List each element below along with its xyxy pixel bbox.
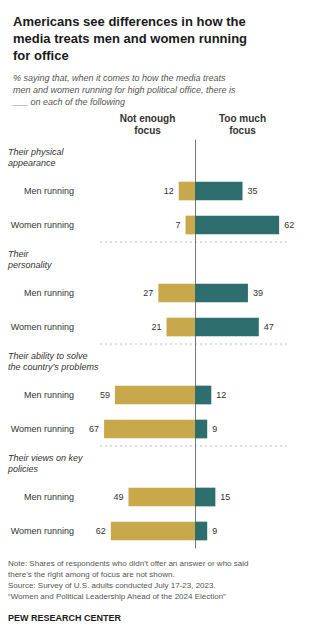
svg-text:15: 15	[220, 492, 230, 502]
svg-text:Not enough: Not enough	[120, 113, 176, 124]
svg-text:policies: policies	[7, 464, 39, 474]
svg-text:Women running: Women running	[11, 526, 74, 536]
svg-text:47: 47	[264, 322, 274, 332]
svg-text:9: 9	[212, 526, 217, 536]
svg-text:focus: focus	[229, 125, 256, 136]
svg-text:62: 62	[96, 526, 106, 536]
svg-text:62: 62	[284, 220, 294, 230]
svg-text:Americans see differences in h: Americans see differences in how the	[13, 14, 246, 29]
svg-text:PEW RESEARCH CENTER: PEW RESEARCH CENTER	[8, 613, 122, 623]
svg-text:“Women and Political Leadershi: “Women and Political Leadership Ahead of…	[8, 592, 226, 601]
svg-text:Women running: Women running	[11, 322, 74, 332]
svg-text:35: 35	[248, 186, 258, 196]
svg-text:for office: for office	[13, 48, 69, 63]
svg-text:21: 21	[151, 322, 161, 332]
svg-text:personality: personality	[7, 260, 52, 270]
svg-text:Men running: Men running	[24, 390, 74, 400]
svg-text:Source: Survey of U.S. adults: Source: Survey of U.S. adults conducted …	[8, 581, 216, 590]
svg-text:Their views on key: Their views on key	[8, 453, 83, 463]
svg-text:Too much: Too much	[219, 113, 266, 124]
svg-text:appearance: appearance	[8, 158, 56, 168]
svg-text:9: 9	[212, 424, 217, 434]
svg-text:Men running: Men running	[24, 186, 74, 196]
svg-text:12: 12	[216, 390, 226, 400]
svg-text:27: 27	[143, 288, 153, 298]
svg-text:12: 12	[164, 186, 174, 196]
svg-text:there’s the right among of foc: there’s the right among of focus are not…	[8, 570, 175, 579]
svg-text:39: 39	[253, 288, 263, 298]
svg-text:67: 67	[89, 424, 99, 434]
svg-text:Note: Shares of respondents wh: Note: Shares of respondents who didn’t o…	[8, 559, 248, 568]
svg-text:media treats men and women run: media treats men and women running	[13, 31, 247, 46]
svg-text:___ on each of the following: ___ on each of the following	[12, 97, 125, 107]
svg-text:Their physical: Their physical	[8, 147, 65, 157]
svg-text:men and women running for high: men and women running for high political…	[13, 85, 236, 95]
svg-text:Women running: Women running	[11, 424, 74, 434]
svg-text:the country’s problems: the country’s problems	[8, 362, 99, 372]
svg-text:49: 49	[113, 492, 123, 502]
svg-text:Their: Their	[8, 249, 30, 259]
svg-text:Women running: Women running	[11, 220, 74, 230]
svg-text:Men running: Men running	[24, 492, 74, 502]
svg-text:59: 59	[100, 390, 110, 400]
svg-text:focus: focus	[134, 125, 161, 136]
svg-text:7: 7	[175, 220, 180, 230]
svg-text:% saying that, when it comes t: % saying that, when it comes to how the …	[13, 73, 226, 83]
svg-text:Men running: Men running	[24, 288, 74, 298]
svg-text:Their ability to solve: Their ability to solve	[8, 351, 88, 361]
